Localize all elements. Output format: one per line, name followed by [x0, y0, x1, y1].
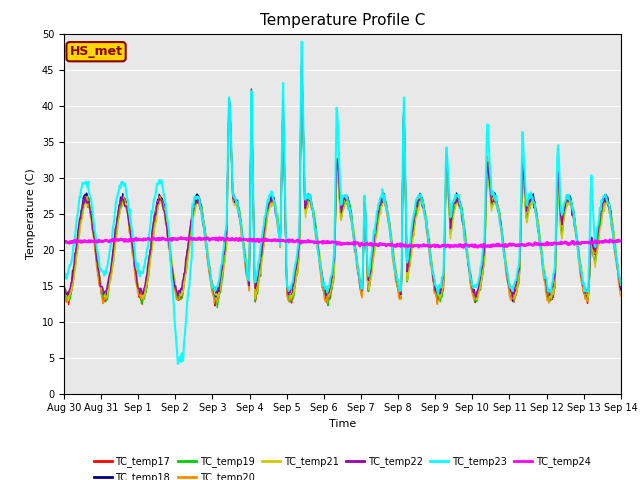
TC_temp24 [214, 237, 222, 243]
TC_temp17 [60, 290, 68, 296]
X-axis label: Time: Time [329, 419, 356, 429]
TC_temp24 [177, 235, 185, 240]
TC_temp18 [617, 287, 625, 293]
TC_temp21 [214, 293, 222, 299]
TC_temp23 [70, 242, 78, 248]
TC_temp19 [214, 305, 221, 311]
TC_temp20 [184, 243, 192, 249]
TC_temp22 [70, 261, 78, 266]
Line: TC_temp20: TC_temp20 [64, 54, 621, 304]
Line: TC_temp23: TC_temp23 [64, 42, 621, 364]
TC_temp20 [60, 294, 68, 300]
TC_temp23 [214, 280, 222, 286]
TC_temp18 [70, 264, 78, 270]
TC_temp19 [617, 284, 625, 290]
TC_temp18 [411, 214, 419, 219]
TC_temp21 [617, 283, 625, 288]
TC_temp24 [411, 243, 419, 249]
TC_temp20 [70, 266, 78, 272]
TC_temp19 [298, 61, 305, 67]
TC_temp23 [412, 200, 419, 205]
TC_temp18 [184, 245, 192, 251]
TC_temp21 [412, 216, 419, 222]
TC_temp17 [412, 213, 419, 218]
TC_temp21 [298, 68, 305, 73]
TC_temp22 [428, 260, 435, 265]
TC_temp19 [60, 289, 68, 295]
Line: TC_temp18: TC_temp18 [64, 59, 621, 301]
TC_temp19 [214, 298, 222, 304]
TC_temp23 [185, 287, 193, 292]
TC_temp23 [127, 223, 135, 229]
TC_temp23 [298, 39, 305, 45]
Text: HS_met: HS_met [70, 45, 123, 58]
TC_temp19 [428, 267, 436, 273]
TC_temp17 [428, 266, 436, 272]
TC_temp23 [174, 361, 182, 367]
Title: Temperature Profile C: Temperature Profile C [260, 13, 425, 28]
TC_temp18 [428, 257, 435, 263]
Line: TC_temp17: TC_temp17 [64, 60, 621, 306]
TC_temp22 [298, 57, 305, 62]
TC_temp23 [60, 270, 68, 276]
TC_temp24 [428, 244, 435, 250]
Y-axis label: Temperature (C): Temperature (C) [26, 168, 36, 259]
TC_temp18 [60, 284, 68, 289]
TC_temp17 [211, 303, 219, 309]
TC_temp18 [298, 56, 305, 61]
TC_temp18 [214, 290, 221, 296]
TC_temp22 [411, 211, 419, 216]
TC_temp23 [617, 282, 625, 288]
TC_temp20 [428, 263, 435, 268]
TC_temp17 [70, 272, 78, 278]
TC_temp24 [617, 238, 625, 244]
TC_temp24 [70, 238, 78, 243]
TC_temp21 [185, 251, 193, 257]
TC_temp19 [184, 255, 192, 261]
TC_temp21 [71, 268, 79, 274]
Line: TC_temp24: TC_temp24 [64, 238, 621, 248]
TC_temp24 [127, 237, 135, 243]
Line: TC_temp21: TC_temp21 [64, 71, 621, 300]
TC_temp24 [460, 245, 467, 251]
TC_temp20 [214, 299, 221, 305]
TC_temp17 [127, 239, 135, 244]
TC_temp22 [184, 244, 192, 250]
TC_temp23 [428, 264, 436, 270]
TC_temp21 [60, 278, 68, 284]
TC_temp17 [214, 295, 222, 301]
TC_temp22 [127, 236, 135, 241]
TC_temp20 [433, 301, 441, 307]
TC_temp22 [472, 294, 480, 300]
TC_temp19 [412, 214, 419, 220]
TC_temp22 [214, 284, 221, 289]
TC_temp22 [617, 284, 625, 290]
Line: TC_temp22: TC_temp22 [64, 60, 621, 297]
Legend: TC_temp17, TC_temp18, TC_temp19, TC_temp20, TC_temp21, TC_temp22, TC_temp23, TC_: TC_temp17, TC_temp18, TC_temp19, TC_temp… [90, 453, 595, 480]
TC_temp20 [127, 240, 135, 245]
TC_temp18 [127, 236, 135, 242]
TC_temp21 [128, 236, 136, 241]
TC_temp22 [60, 284, 68, 290]
TC_temp20 [617, 293, 625, 299]
Line: TC_temp19: TC_temp19 [64, 64, 621, 308]
TC_temp17 [298, 58, 305, 63]
TC_temp20 [298, 51, 305, 57]
TC_temp17 [617, 287, 625, 293]
TC_temp18 [509, 298, 516, 304]
TC_temp19 [127, 237, 135, 243]
TC_temp19 [70, 274, 78, 280]
TC_temp17 [184, 251, 192, 256]
TC_temp20 [411, 212, 419, 217]
TC_temp21 [65, 298, 72, 303]
TC_temp24 [185, 236, 193, 241]
TC_temp21 [428, 259, 436, 264]
TC_temp24 [60, 240, 68, 245]
